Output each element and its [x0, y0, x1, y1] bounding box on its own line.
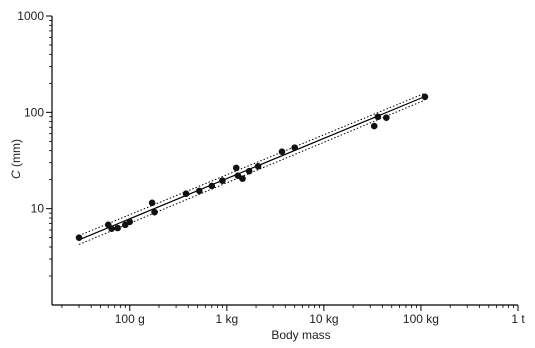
lower-confidence-line	[78, 99, 426, 245]
data-point	[219, 177, 226, 185]
x-tick-label: 1 t	[511, 312, 525, 326]
y-tick-label: 10	[31, 202, 45, 216]
data-point	[182, 190, 190, 198]
data-point	[148, 199, 156, 207]
data-point	[278, 148, 286, 156]
data-point	[374, 113, 382, 121]
x-axis-title: Body mass	[271, 328, 330, 342]
y-axis-title: C (mm)	[9, 139, 23, 179]
data-point	[232, 164, 240, 172]
data-point	[421, 93, 429, 101]
x-tick-label: 1 kg	[215, 312, 238, 326]
x-tick-label: 100 g	[115, 312, 145, 326]
y-tick-label: 100	[24, 105, 44, 119]
data-point	[383, 114, 390, 121]
regression-line	[78, 95, 426, 241]
data-point	[151, 208, 158, 216]
data-point	[126, 218, 134, 226]
data-point	[208, 182, 216, 190]
x-tick-label: 10 kg	[309, 312, 338, 326]
y-axis-title-unit: (mm)	[9, 139, 23, 170]
data-point	[108, 225, 115, 232]
y-axis-title-symbol: C	[9, 170, 23, 179]
data-point	[195, 187, 203, 195]
data-point	[239, 175, 246, 182]
data-point	[75, 234, 83, 241]
axes: 100 g 1 kg 10 kg 100 kg 1 t 10 100 1000	[17, 9, 525, 326]
data-point	[370, 122, 378, 130]
upper-confidence-line	[78, 92, 426, 237]
plot-area	[75, 92, 429, 245]
data-point	[114, 224, 121, 232]
data-point	[254, 163, 262, 170]
x-tick-label: 100 kg	[403, 312, 439, 326]
data-point	[291, 144, 298, 151]
data-point	[245, 167, 253, 175]
y-tick-label: 1000	[17, 9, 44, 23]
